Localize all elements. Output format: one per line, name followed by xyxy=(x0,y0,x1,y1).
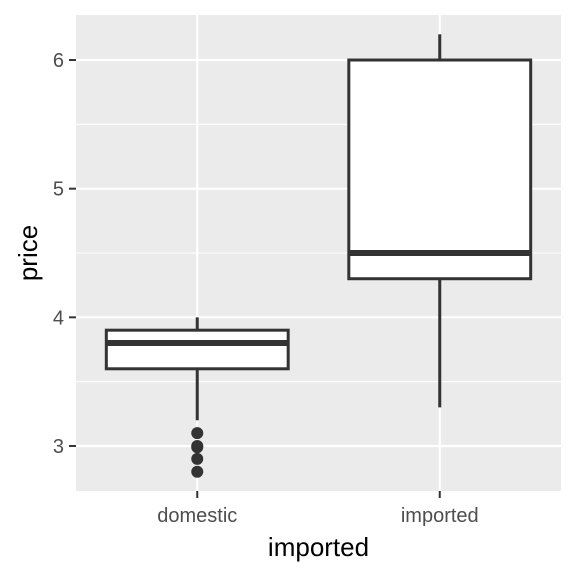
x-axis-title: imported xyxy=(268,532,369,562)
y-tick-label: 6 xyxy=(53,50,64,72)
axis-ticks xyxy=(69,59,441,498)
y-axis-title: price xyxy=(13,225,43,281)
outlier-point xyxy=(191,465,204,478)
box-domestic xyxy=(104,317,290,478)
outlier-point xyxy=(191,441,204,454)
interquartile-box xyxy=(104,328,290,371)
y-tick-label: 3 xyxy=(53,436,64,458)
x-tick-label: imported xyxy=(401,505,479,527)
box-layer xyxy=(104,34,533,478)
y-tick-label: 5 xyxy=(53,179,64,201)
y-axis-tick-labels: 3 4 5 6 xyxy=(53,50,64,458)
outlier-point xyxy=(191,452,204,465)
outlier-point xyxy=(191,427,204,440)
x-tick-label: domestic xyxy=(157,505,237,527)
interquartile-box xyxy=(347,58,533,281)
y-tick-label: 4 xyxy=(53,307,64,329)
x-axis-tick-labels: domestic imported xyxy=(157,505,478,527)
box-imported xyxy=(347,34,533,408)
